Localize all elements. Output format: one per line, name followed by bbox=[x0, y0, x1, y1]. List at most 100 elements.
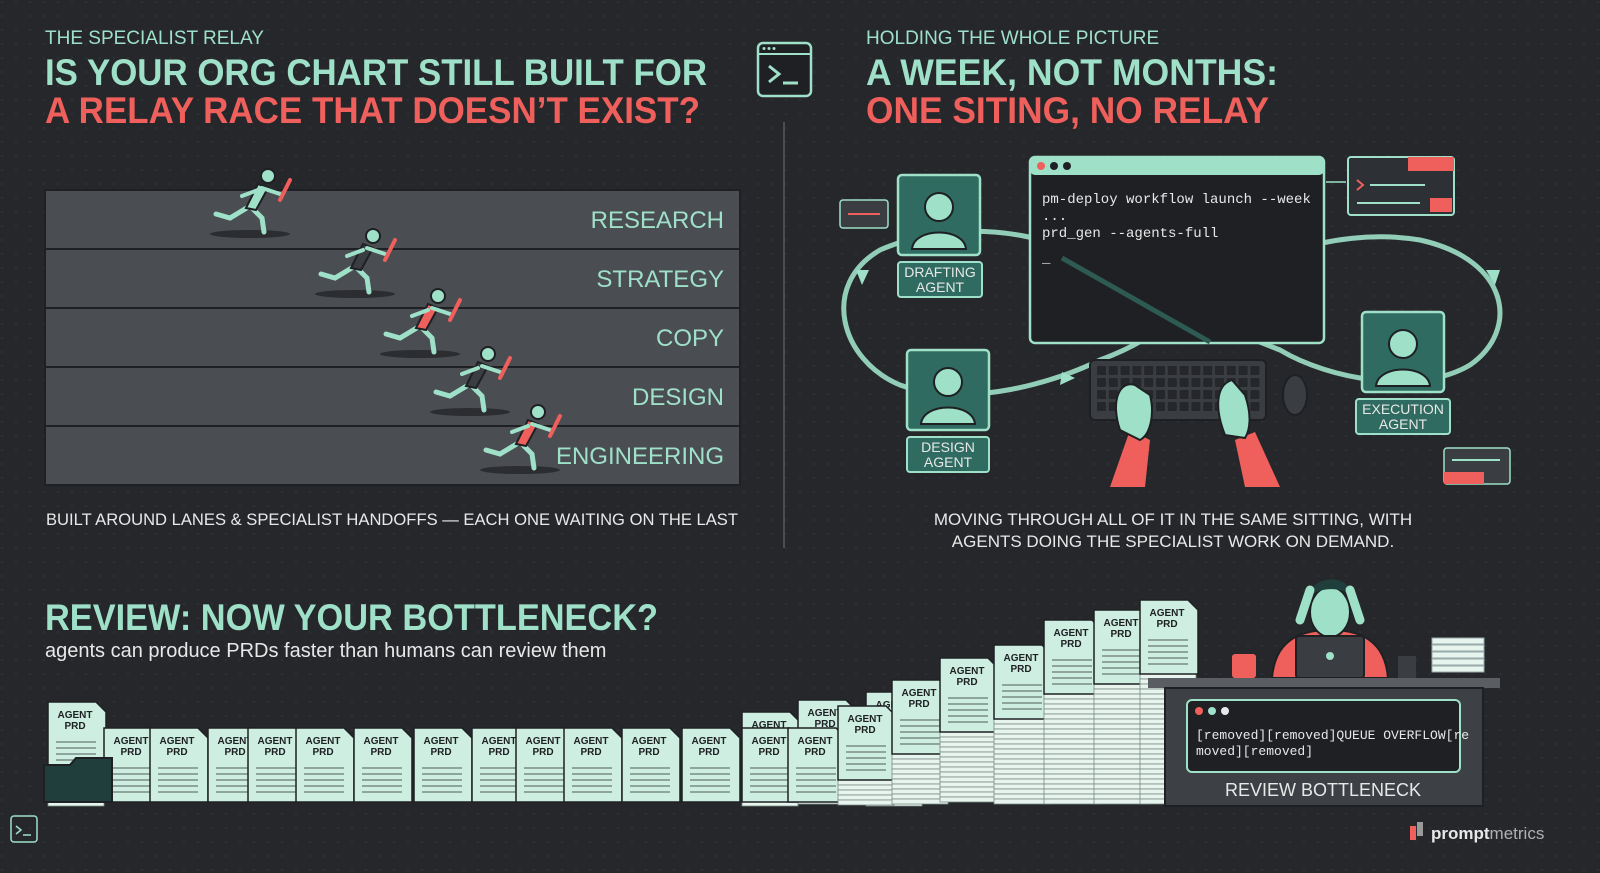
prd-stack-sheet bbox=[1043, 753, 1101, 760]
key bbox=[1179, 378, 1189, 387]
runners bbox=[210, 168, 562, 474]
prd-stack-sheet bbox=[939, 751, 997, 758]
prd-label: AGENT bbox=[364, 736, 399, 747]
agent-label-box bbox=[897, 261, 983, 298]
bottom-title: REVIEW: NOW YOUR BOTTLENECK? bbox=[45, 597, 658, 638]
left-kicker: THE SPECIALIST RELAY bbox=[45, 28, 264, 49]
prd-label: AGENT bbox=[424, 736, 459, 747]
runner-arm bbox=[510, 422, 552, 434]
key bbox=[1215, 378, 1224, 387]
key bbox=[1226, 366, 1236, 375]
key bbox=[1203, 366, 1213, 375]
prd-page bbox=[353, 727, 413, 803]
prd-label: AGENT bbox=[1004, 653, 1039, 664]
lane-label: DESIGN bbox=[632, 384, 724, 411]
runner bbox=[480, 404, 562, 474]
lane-label: COPY bbox=[656, 325, 724, 352]
prd-stack-sheet bbox=[939, 776, 997, 783]
key bbox=[1120, 366, 1130, 375]
prd-stack-sheet bbox=[1043, 798, 1101, 805]
key bbox=[1250, 402, 1260, 411]
prd-label: PRD bbox=[532, 747, 553, 758]
key bbox=[1097, 378, 1106, 387]
side-window bbox=[839, 156, 1511, 485]
terminal-line: pm-deploy workflow launch --week bbox=[1042, 192, 1311, 208]
key bbox=[1191, 390, 1201, 399]
prd-stack-sheet bbox=[1043, 743, 1101, 750]
key bbox=[1144, 378, 1154, 387]
prd-stack-sheet bbox=[993, 798, 1051, 805]
reviewer bbox=[1232, 579, 1485, 679]
prd-label: AGENT bbox=[632, 736, 667, 747]
runner-shadow bbox=[210, 230, 290, 238]
prd-stack-sheet bbox=[939, 786, 997, 793]
key bbox=[1238, 366, 1248, 375]
agent-head bbox=[1388, 329, 1418, 359]
prd-stack-sheet bbox=[993, 728, 1051, 735]
prd-label: AGENT bbox=[692, 736, 727, 747]
prd-label: PRD bbox=[430, 747, 451, 758]
prd-label: AGENT bbox=[798, 736, 833, 747]
agent-body bbox=[1374, 368, 1432, 387]
prd-label: PRD bbox=[698, 747, 719, 758]
runner-arm bbox=[410, 306, 452, 318]
loop-arrow bbox=[856, 270, 869, 285]
brand-logo bbox=[1410, 822, 1423, 840]
right-title-accent: ONE SITING, NO RELAY bbox=[866, 90, 1269, 131]
runner-shadow bbox=[480, 466, 560, 474]
runner bbox=[430, 346, 512, 416]
runner-shadow bbox=[430, 408, 510, 416]
prd-label: PRD bbox=[758, 747, 779, 758]
prd-stack-sheet bbox=[993, 763, 1051, 770]
prd-label: PRD bbox=[312, 747, 333, 758]
prd-label: PRD bbox=[854, 725, 875, 736]
terminal-line: prd_gen --agents-full bbox=[1042, 226, 1218, 242]
prd-label: PRD bbox=[1156, 619, 1177, 630]
key bbox=[1203, 402, 1213, 411]
prd-label: AGENT bbox=[1104, 618, 1139, 629]
prd-label: PRD bbox=[64, 721, 85, 732]
runner-head bbox=[480, 346, 496, 362]
key bbox=[1108, 390, 1118, 399]
prd-label: PRD bbox=[120, 747, 141, 758]
prd-stack-sheet bbox=[837, 784, 895, 791]
prd-stack-sheet bbox=[993, 743, 1051, 750]
prd-stack-sheet bbox=[891, 773, 949, 780]
baton bbox=[448, 298, 462, 322]
terminal-text: pm-deploy workflow launch --week...prd_g… bbox=[1041, 192, 1311, 267]
key bbox=[1203, 390, 1213, 399]
prd-stack-sheet bbox=[939, 746, 997, 753]
prd-stack-sheet bbox=[1043, 783, 1101, 790]
key bbox=[1156, 366, 1165, 375]
key bbox=[1156, 378, 1165, 387]
prd-stack-sheet bbox=[1043, 773, 1101, 780]
agent-label-box bbox=[906, 436, 990, 473]
runner bbox=[380, 288, 462, 358]
prd-stack-sheet bbox=[837, 794, 895, 801]
agent-body bbox=[919, 406, 977, 425]
prd-stack-sheet bbox=[1043, 763, 1101, 770]
prd-stack-sheet bbox=[993, 738, 1051, 745]
right-kicker: HOLDING THE WHOLE PICTURE bbox=[866, 28, 1159, 49]
prd-page bbox=[1139, 599, 1199, 675]
prd-label: PRD bbox=[166, 747, 187, 758]
baton bbox=[383, 238, 397, 262]
key bbox=[1179, 366, 1189, 375]
workstation bbox=[1089, 359, 1308, 487]
prd-stack-sheet bbox=[1043, 733, 1101, 740]
prd-stack-sheet bbox=[891, 763, 949, 770]
agent-body bbox=[910, 231, 968, 250]
prd-label: AGENT bbox=[574, 736, 609, 747]
